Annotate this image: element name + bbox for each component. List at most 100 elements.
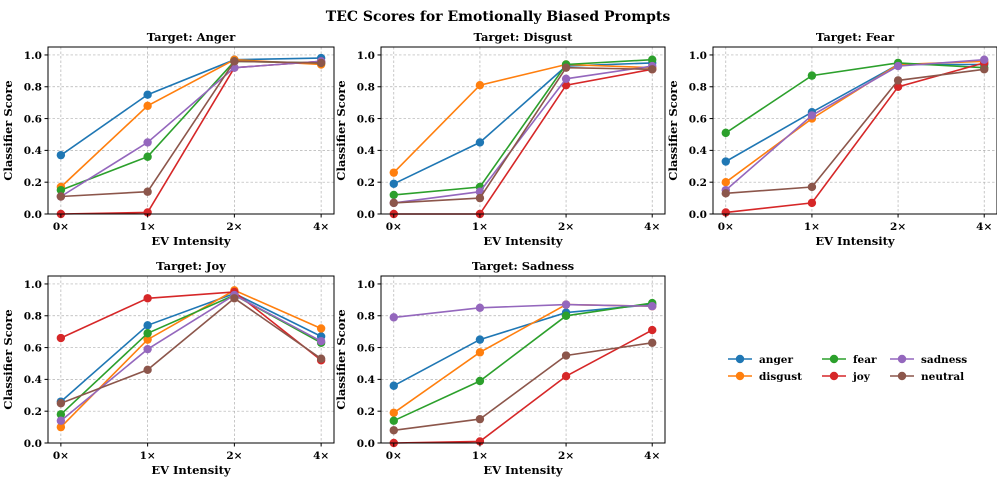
legend-item-sadness: sadness <box>890 354 967 366</box>
legend-marker <box>735 354 745 364</box>
data-point-joy <box>143 208 152 217</box>
x-axis-label: EV Intensity <box>815 234 895 248</box>
data-point-joy <box>56 333 66 343</box>
legend-label: fear <box>853 354 877 366</box>
y-tick-label: 0.2 <box>24 177 42 189</box>
x-tick-label: 0× <box>386 221 402 233</box>
y-tick-label: 0.0 <box>357 209 375 221</box>
y-tick-label: 0.4 <box>24 145 42 157</box>
data-point-sadness <box>316 337 326 346</box>
data-point-neutral <box>389 198 398 208</box>
chart-panel-2: 0.0 0.2 0.4 0.6 0.8 1.0 0× 1× 2× 4× Target: Disgus… <box>334 30 666 248</box>
data-point-disgust <box>316 324 326 333</box>
legend-marker <box>829 371 839 381</box>
data-point-neutral <box>807 182 817 192</box>
x-tick-label: 2× <box>890 221 906 233</box>
data-point-disgust <box>56 422 66 432</box>
plot-frame <box>712 46 997 215</box>
x-tick-label: 4× <box>313 221 329 233</box>
y-tick-label: 0.0 <box>357 438 375 450</box>
chart-panel-4: 0.0 0.2 0.4 0.6 0.8 1.0 0× 1× 2× 4× Target: Joy EV … <box>1 259 335 477</box>
x-tick-label: 1× <box>804 221 820 233</box>
plot-area <box>713 47 997 214</box>
data-point-neutral <box>230 294 239 303</box>
y-axis-label: Classifier Score <box>334 309 348 409</box>
series-line-joy <box>60 291 322 361</box>
y-tick-label: 0.4 <box>24 374 42 386</box>
x-tick-label: 0× <box>53 221 69 233</box>
legend-marker <box>897 354 907 364</box>
data-point-fear <box>56 410 66 419</box>
data-point-fear <box>475 376 485 386</box>
data-point-joy <box>893 82 903 91</box>
x-tick-label: 2× <box>226 450 242 462</box>
legend-item-anger: anger <box>728 354 793 366</box>
y-tick-label: 0.8 <box>689 82 707 94</box>
data-point-sadness <box>56 416 66 425</box>
legend-item-joy: joy <box>822 371 871 383</box>
chart-title: Target: Disgust <box>474 30 574 44</box>
data-point-joy <box>561 372 571 381</box>
data-point-neutral <box>648 65 657 74</box>
data-point-fear <box>143 152 152 161</box>
data-point-disgust <box>143 335 152 344</box>
plot-area <box>48 276 334 443</box>
y-tick-label: 0.8 <box>357 82 375 94</box>
data-point-anger <box>389 381 398 390</box>
data-point-disgust <box>475 80 485 90</box>
x-tick-label: 1× <box>140 221 156 233</box>
x-axis-label: EV Intensity <box>151 463 231 477</box>
x-axis-label: EV Intensity <box>483 463 563 477</box>
data-point-disgust <box>389 408 398 417</box>
series-line-fear <box>725 62 985 134</box>
series-line-neutral <box>60 297 322 404</box>
y-tick-label: 0.2 <box>357 406 375 418</box>
data-point-sadness <box>561 74 571 84</box>
data-point-sadness <box>475 303 485 313</box>
data-point-fear <box>721 128 730 138</box>
data-point-anger <box>389 179 398 188</box>
y-tick-label: 0.6 <box>24 342 42 354</box>
data-point-fear <box>807 71 817 80</box>
y-tick-label: 0.8 <box>357 311 375 323</box>
chart-panel-1: 0.0 0.2 0.4 0.6 0.8 1.0 0× 1× 2× 4× Target: Anger E… <box>1 30 335 248</box>
x-tick-label: 4× <box>976 221 992 233</box>
y-tick-label: 0.2 <box>357 177 375 189</box>
chart-title: Target: Anger <box>147 30 237 44</box>
y-tick-label: 1.0 <box>24 279 42 291</box>
chart-panel-3: 0.0 0.2 0.4 0.6 0.8 1.0 0× 1× 2× 4× Target: Fear EV… <box>666 30 997 248</box>
series-line-neutral <box>60 60 322 198</box>
chart-title: Target: Fear <box>816 30 895 44</box>
data-point-sadness <box>561 300 571 309</box>
data-point-fear <box>56 185 66 195</box>
data-point-neutral <box>561 63 571 72</box>
series-line-sadness <box>393 65 653 204</box>
y-axis-label: Classifier Score <box>334 80 348 180</box>
series-line-joy <box>393 329 653 444</box>
x-tick-label: 1× <box>472 450 488 462</box>
y-axis-label: Classifier Score <box>1 309 15 409</box>
plot-frame <box>47 275 335 444</box>
data-point-neutral <box>389 426 398 435</box>
y-tick-label: 0.6 <box>357 342 375 354</box>
data-point-neutral <box>475 193 485 203</box>
chart-title: Target: Joy <box>156 259 226 273</box>
x-axis-label: EV Intensity <box>151 234 231 248</box>
chart-panel-5: 0.0 0.2 0.4 0.6 0.8 1.0 0× 1× 2× 4× Target: Sadnes… <box>334 259 666 477</box>
x-tick-label: 2× <box>226 221 242 233</box>
data-point-sadness <box>893 61 903 71</box>
y-tick-label: 1.0 <box>357 279 375 291</box>
y-tick-label: 0.4 <box>689 145 707 157</box>
x-tick-label: 2× <box>558 221 574 233</box>
data-point-joy <box>561 80 571 90</box>
data-point-sadness <box>389 313 398 322</box>
legend-marker <box>735 371 745 381</box>
x-tick-label: 2× <box>558 450 574 462</box>
plot-frame <box>380 46 666 215</box>
legend-item-fear: fear <box>822 354 877 366</box>
series-line-sadness <box>60 60 322 198</box>
data-point-neutral <box>56 399 66 408</box>
y-tick-label: 0.8 <box>24 311 42 323</box>
series-line-fear <box>393 302 653 422</box>
